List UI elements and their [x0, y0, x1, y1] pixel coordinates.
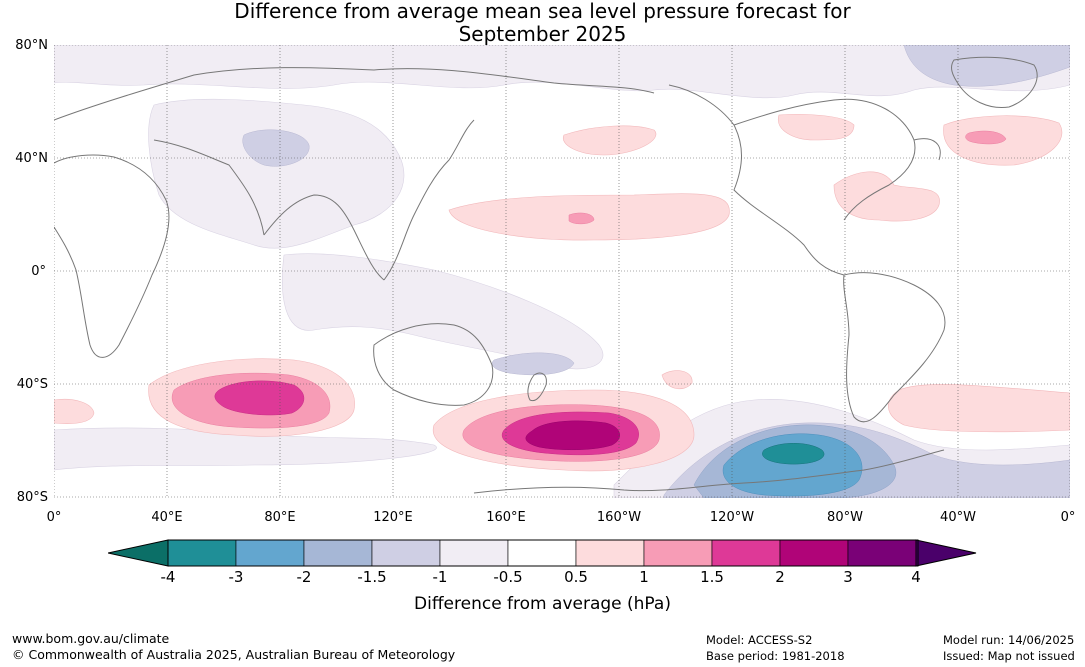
asia-minus1-region [242, 129, 310, 167]
colorbar-tick-1: 1 [639, 568, 649, 586]
colorbar-segment [439, 539, 509, 567]
colorbar [108, 539, 977, 567]
colorbar-frame [167, 539, 919, 567]
lat-label-80n: 80°N [15, 38, 48, 53]
colorbar-tick-3: 3 [843, 568, 853, 586]
coast-eurasia [54, 67, 655, 281]
title-line-2: September 2025 [458, 22, 627, 46]
asia-negative-region [148, 98, 405, 249]
tasman-minus1-region [491, 352, 575, 376]
footer-middle: Model: ACCESS-S2 Base period: 1981-2018 [706, 632, 845, 664]
colorbar-extend-high [915, 539, 977, 567]
colorbar-tick-minus2: -2 [296, 568, 312, 586]
lon-label-40e: 40°E [151, 510, 183, 525]
colorbar-segment [643, 539, 713, 567]
footer-right: Model run: 14/06/2025 Issued: Map not is… [943, 632, 1075, 664]
colorbar-segment [303, 539, 373, 567]
east-south-atlantic-high [54, 398, 95, 424]
colorbar-label: Difference from average (hPa) [414, 594, 671, 614]
footer-model-run: Model run: 14/06/2025 [943, 633, 1075, 647]
coast-north-america [668, 84, 941, 276]
lon-label-80w: 80°W [827, 510, 863, 525]
arctic-negative-region [54, 45, 1070, 99]
positive-anomaly-layer-4 [525, 420, 620, 451]
indian-ocean-high-2 [214, 380, 305, 416]
lat-label-40s: 40°S [16, 377, 48, 392]
colorbar-segment [847, 539, 917, 567]
colorbar-tick-2: 2 [775, 568, 785, 586]
footer-url: www.bom.gov.au/climate [12, 631, 170, 646]
colorbar-segment [507, 539, 577, 567]
coast-south-america [843, 272, 946, 423]
southern-low-minus3 [762, 443, 825, 465]
caribbean-high [833, 171, 940, 222]
colorbar-segment [371, 539, 441, 567]
lon-label-120w: 120°W [709, 510, 755, 525]
colorbar-segments [108, 539, 977, 567]
lat-label-80s: 80°S [16, 490, 48, 505]
north-pacific-high [562, 125, 657, 156]
lat-label-40n: 40°N [15, 151, 48, 166]
colorbar-tick-minus1: -1 [432, 568, 448, 586]
footer-copyright: © Commonwealth of Australia 2025, Austra… [12, 647, 456, 662]
arctic-minus1-region [903, 45, 1070, 87]
pacific-high-3 [525, 420, 620, 451]
coastlines [54, 56, 1038, 494]
southern-low-minus2 [722, 433, 863, 497]
colorbar-segment [235, 539, 305, 567]
colorbar-segment [575, 539, 645, 567]
footer-issued: Issued: Map not issued [943, 649, 1075, 663]
colorbar-tick-0-5: 0.5 [564, 568, 588, 586]
lon-label-0-right: 0° [1060, 510, 1076, 525]
colorbar-tick-minus1-5: -1.5 [357, 568, 387, 586]
colorbar-tick-minus0-5: -0.5 [493, 568, 523, 586]
colorbar-tick-1-5: 1.5 [700, 568, 724, 586]
colorbar-segment [167, 539, 237, 567]
west-south-atlantic-high [888, 384, 1070, 433]
negative-anomaly-layer-5 [762, 443, 825, 465]
lon-label-160e: 160°E [486, 510, 526, 525]
pacific-1-5 [568, 212, 595, 225]
coast-australia [373, 323, 494, 406]
coast-greenland [951, 56, 1038, 109]
footer-left: www.bom.gov.au/climate © Commonwealth of… [12, 631, 455, 663]
lon-label-160w: 160°W [596, 510, 642, 525]
map-canvas [54, 45, 1070, 498]
colorbar-segment [779, 539, 849, 567]
lon-label-0-left: 0° [46, 510, 62, 525]
coast-new-zealand [527, 372, 547, 402]
negative-anomaly-layer-4 [722, 433, 863, 497]
colorbar-segment [711, 539, 781, 567]
graticule [54, 45, 1070, 498]
lon-label-40w: 40°W [940, 510, 976, 525]
lon-label-80e: 80°E [264, 510, 296, 525]
pressure-anomaly-map [54, 45, 1070, 498]
north-america-high [777, 114, 855, 141]
colorbar-tick-minus3: -3 [228, 568, 244, 586]
lon-label-120e: 120°E [373, 510, 413, 525]
north-atlantic-1-5 [965, 130, 1007, 145]
coast-africa [54, 154, 170, 358]
title-line-1: Difference from average mean sea level p… [234, 0, 851, 23]
colorbar-tick-4: 4 [911, 568, 921, 586]
colorbar-tick-minus4: -4 [160, 568, 176, 586]
colorbar-extend-low [108, 539, 169, 567]
coast-antarctica [473, 449, 945, 494]
lat-label-0: 0° [31, 264, 46, 279]
footer-base-period: Base period: 1981-2018 [706, 649, 845, 663]
footer-model: Model: ACCESS-S2 [706, 633, 813, 647]
map-title: Difference from average mean sea level p… [0, 0, 1085, 46]
